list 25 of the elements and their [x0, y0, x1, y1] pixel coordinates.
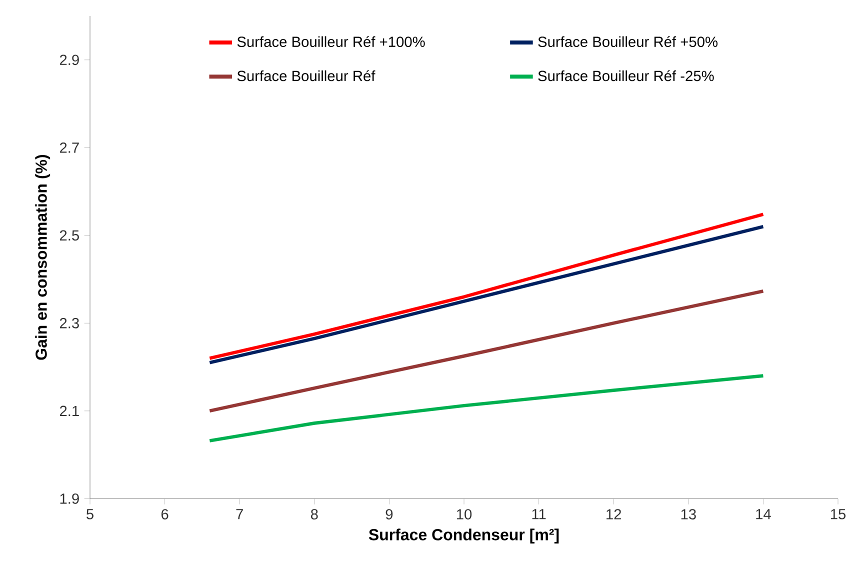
- y-tick-label: 2.3: [60, 318, 79, 328]
- legend-label: Surface Bouilleur Réf +100%: [237, 36, 425, 47]
- y-axis-title: Gain en consommation (%): [35, 154, 50, 360]
- line-series: [208, 289, 765, 412]
- legend-label: Surface Bouilleur Réf: [237, 70, 376, 81]
- x-tick-label: 11: [532, 508, 546, 519]
- y-tick-label: 2.5: [60, 230, 79, 240]
- x-tick-label: 7: [236, 508, 243, 519]
- legend-label: Surface Bouilleur Réf +50%: [538, 36, 718, 47]
- y-tick-label: 2.9: [60, 54, 79, 65]
- x-tick-label: 14: [756, 508, 771, 519]
- x-tick-label: 8: [310, 508, 318, 520]
- x-tick-label: 5: [86, 508, 94, 520]
- x-tick-label: 13: [681, 508, 696, 520]
- line-series: [208, 374, 765, 442]
- x-tick-label: 12: [606, 508, 622, 520]
- y-tick-label: 2.1: [60, 406, 79, 416]
- x-axis-title: Surface Condenseur [m²]: [368, 528, 559, 544]
- legend-label: Surface Bouilleur Réf -25%: [538, 70, 714, 81]
- x-tick-label: 10: [456, 508, 472, 520]
- y-tick-label: 1.9: [60, 493, 79, 504]
- x-tick-label: 15: [830, 508, 846, 520]
- x-tick-label: 9: [386, 508, 393, 520]
- y-tick-label: 2.7: [60, 142, 79, 153]
- x-tick-label: 6: [161, 508, 168, 520]
